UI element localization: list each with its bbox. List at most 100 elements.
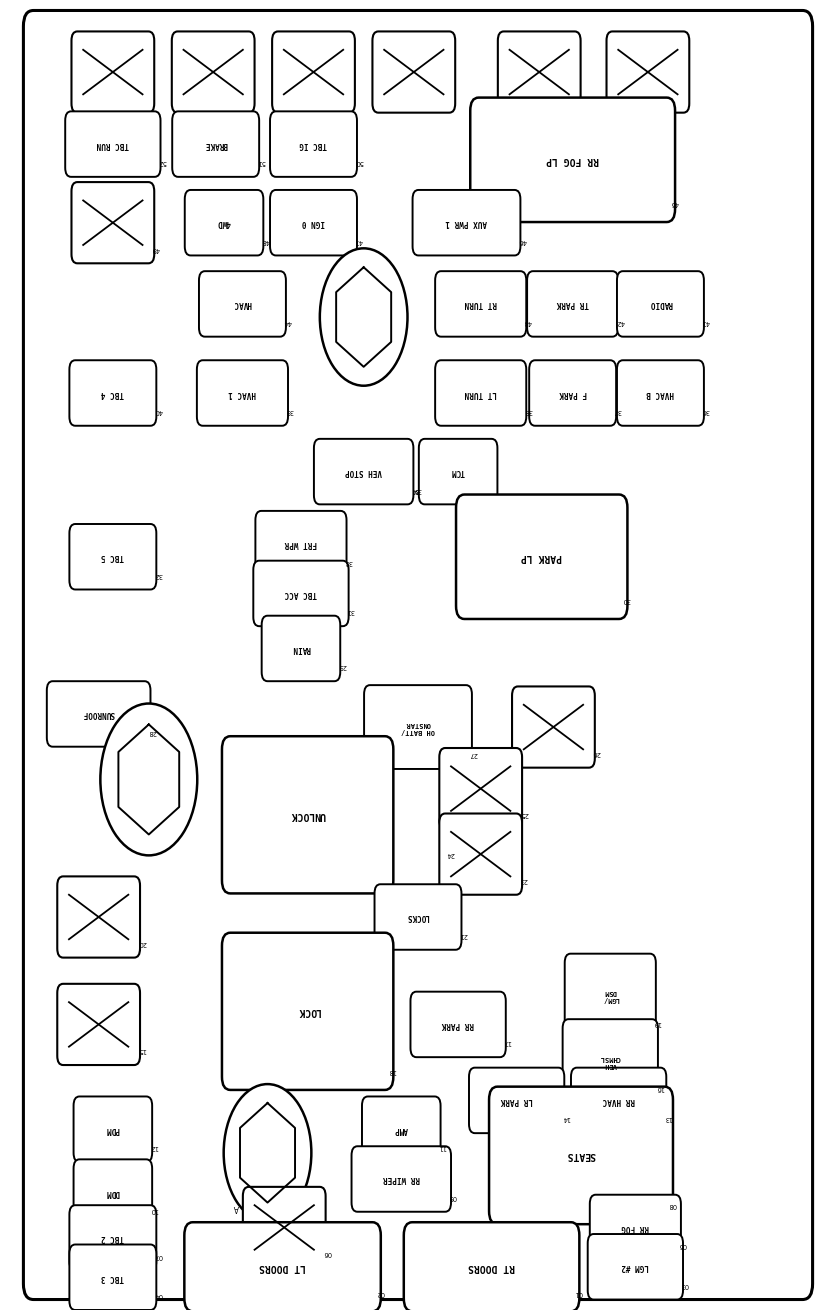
Text: 20: 20	[137, 939, 146, 946]
Text: 47: 47	[354, 237, 363, 244]
Text: 44: 44	[283, 318, 292, 325]
Text: FRT WPR: FRT WPR	[285, 540, 317, 548]
Text: TBC RUN: TBC RUN	[97, 140, 129, 148]
Text: LT TURN: LT TURN	[465, 389, 497, 397]
Text: LOCK: LOCK	[296, 1006, 319, 1017]
Text: 36: 36	[701, 407, 710, 414]
Text: TBC 4: TBC 4	[101, 389, 125, 397]
Text: 41: 41	[701, 318, 710, 325]
Text: 11: 11	[438, 1144, 446, 1150]
Text: 26: 26	[592, 749, 601, 756]
Text: A: A	[233, 1203, 239, 1212]
Text: 52: 52	[158, 159, 166, 165]
Text: 32: 32	[154, 571, 162, 578]
FancyBboxPatch shape	[512, 686, 594, 768]
Text: 05: 05	[679, 1242, 687, 1248]
FancyBboxPatch shape	[71, 182, 154, 263]
FancyBboxPatch shape	[172, 111, 259, 177]
Text: 43: 43	[523, 318, 533, 325]
Text: TBC IG: TBC IG	[299, 140, 328, 148]
Circle shape	[320, 249, 407, 385]
Text: LGM/
DSM: LGM/ DSM	[602, 989, 619, 1002]
FancyBboxPatch shape	[489, 1087, 673, 1224]
Text: DDM: DDM	[106, 1188, 120, 1196]
FancyBboxPatch shape	[270, 190, 357, 255]
Text: F PARK: F PARK	[558, 389, 587, 397]
Text: 02: 02	[375, 1289, 385, 1296]
Text: RT TURN: RT TURN	[465, 300, 497, 308]
Text: 14: 14	[562, 1115, 570, 1121]
Text: 17: 17	[503, 1039, 512, 1045]
Text: VEH
CHMSL: VEH CHMSL	[599, 1055, 621, 1068]
FancyBboxPatch shape	[529, 360, 616, 426]
FancyBboxPatch shape	[588, 1234, 683, 1300]
Text: TBC 3: TBC 3	[101, 1273, 125, 1281]
FancyBboxPatch shape	[617, 271, 704, 337]
FancyBboxPatch shape	[528, 271, 619, 337]
Text: 28: 28	[148, 728, 156, 735]
Text: 40: 40	[154, 407, 162, 414]
FancyBboxPatch shape	[498, 31, 580, 113]
Text: 24: 24	[446, 852, 454, 857]
FancyBboxPatch shape	[351, 1146, 451, 1212]
FancyBboxPatch shape	[256, 511, 346, 576]
Text: 09: 09	[448, 1193, 457, 1200]
Text: LT DOORS: LT DOORS	[259, 1262, 306, 1272]
Circle shape	[224, 1085, 311, 1221]
Text: 45: 45	[670, 200, 679, 207]
FancyBboxPatch shape	[404, 1222, 579, 1310]
Text: SEATS: SEATS	[566, 1150, 596, 1161]
FancyBboxPatch shape	[74, 1159, 152, 1225]
FancyBboxPatch shape	[469, 1068, 564, 1133]
FancyBboxPatch shape	[197, 360, 288, 426]
Text: 42: 42	[615, 318, 624, 325]
Text: RR WIPER: RR WIPER	[383, 1175, 420, 1183]
Text: HVAC 1: HVAC 1	[228, 389, 257, 397]
FancyBboxPatch shape	[410, 992, 506, 1057]
FancyBboxPatch shape	[375, 884, 461, 950]
Text: BRAKE: BRAKE	[204, 140, 227, 148]
Text: 13: 13	[664, 1115, 672, 1121]
Text: VEH STOP: VEH STOP	[345, 468, 382, 476]
Text: 38: 38	[523, 407, 533, 414]
FancyBboxPatch shape	[262, 616, 340, 681]
Text: HVAC B: HVAC B	[646, 389, 675, 397]
Text: UNLOCK: UNLOCK	[290, 810, 325, 820]
Text: RR FOG LP: RR FOG LP	[546, 155, 599, 165]
Text: 23: 23	[519, 876, 528, 883]
Text: 15: 15	[137, 1047, 146, 1053]
Text: 29: 29	[338, 663, 346, 669]
Text: SUNROOF: SUNROOF	[83, 710, 115, 718]
Text: 37: 37	[614, 407, 622, 414]
Text: OH BATT/
ONSTAR: OH BATT/ ONSTAR	[401, 721, 435, 734]
Text: 08: 08	[668, 1203, 676, 1208]
FancyBboxPatch shape	[456, 495, 627, 620]
Text: RR HVAC: RR HVAC	[603, 1096, 635, 1104]
Text: IGN 0: IGN 0	[302, 219, 325, 227]
FancyBboxPatch shape	[69, 1244, 156, 1310]
FancyBboxPatch shape	[253, 561, 349, 626]
FancyBboxPatch shape	[222, 736, 393, 893]
Text: 18: 18	[388, 1068, 397, 1074]
FancyBboxPatch shape	[617, 360, 704, 426]
Text: 35: 35	[413, 486, 421, 493]
Text: RR FOG: RR FOG	[621, 1224, 650, 1231]
FancyBboxPatch shape	[65, 111, 161, 177]
FancyBboxPatch shape	[270, 111, 357, 177]
FancyBboxPatch shape	[74, 1096, 152, 1162]
Text: 46: 46	[518, 237, 527, 244]
FancyBboxPatch shape	[590, 1195, 681, 1260]
Text: PDM: PDM	[106, 1125, 120, 1133]
FancyBboxPatch shape	[419, 439, 497, 504]
FancyBboxPatch shape	[69, 360, 156, 426]
FancyBboxPatch shape	[563, 1019, 658, 1103]
Text: 16: 16	[655, 1085, 664, 1091]
Text: TCM: TCM	[451, 468, 465, 476]
FancyBboxPatch shape	[364, 685, 472, 769]
FancyBboxPatch shape	[372, 31, 455, 113]
Text: LOCKS: LOCKS	[406, 913, 430, 921]
FancyBboxPatch shape	[413, 190, 520, 255]
Text: RAIN: RAIN	[292, 645, 310, 652]
Text: 30: 30	[622, 597, 631, 603]
FancyBboxPatch shape	[57, 984, 140, 1065]
